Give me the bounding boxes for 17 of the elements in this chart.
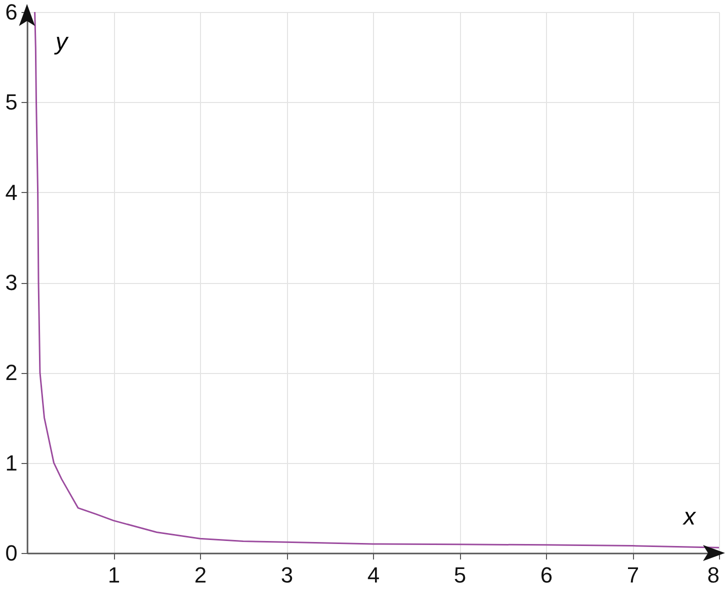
x-tick-label: 5 [454, 562, 466, 588]
y-tick-label: 5 [5, 90, 18, 115]
y-axis-title: y [54, 28, 70, 56]
y-tick-label: 6 [5, 0, 18, 24]
y-tick-label: 2 [5, 360, 18, 386]
y-tick-label: 0 [5, 540, 18, 566]
y-tick-label: 1 [5, 450, 18, 476]
x-tick-label: 2 [194, 562, 207, 588]
y-tick-label: 3 [5, 270, 18, 295]
x-tick-label: 1 [108, 562, 120, 588]
x-tick-label: 6 [540, 562, 553, 588]
y-tick-label: 4 [5, 180, 18, 205]
x-tick-label: 4 [367, 562, 380, 588]
x-tick-label: 8 [707, 562, 720, 588]
x-tick-label: 7 [626, 562, 640, 588]
x-tick-label: 3 [280, 562, 294, 588]
x-axis-title: x [682, 504, 696, 530]
